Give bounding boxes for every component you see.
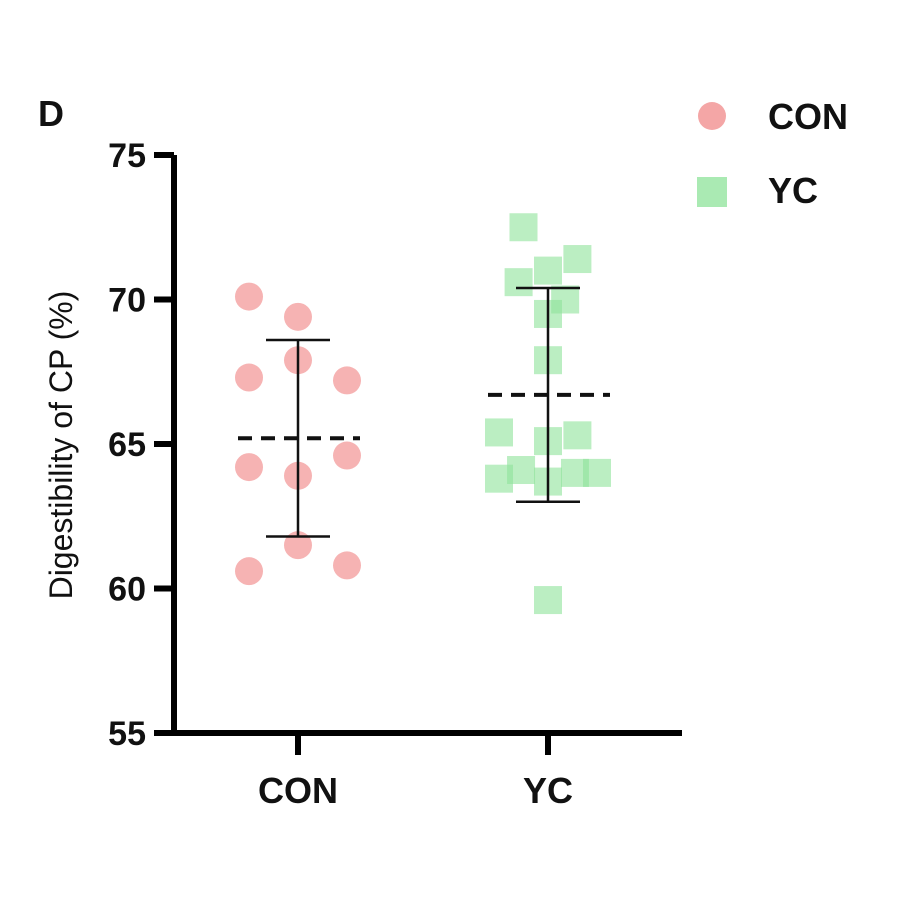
data-point: [534, 586, 562, 615]
data-point: [333, 441, 361, 470]
y-tick-label: 65: [108, 426, 146, 464]
data-point: [509, 213, 538, 242]
data-point: [333, 551, 361, 580]
y-axis-ticks: 55 60 65 70 75: [108, 137, 174, 753]
data-point: [534, 256, 562, 285]
y-axis-title: Digestibility of CP (%): [43, 291, 79, 600]
legend-label-con: CON: [768, 96, 848, 137]
y-tick-label: 55: [108, 715, 146, 753]
data-point: [563, 421, 592, 450]
x-axis-ticks: CON YC: [258, 733, 573, 811]
series-con: [235, 282, 361, 586]
data-point: [235, 282, 263, 311]
panel-label: D: [38, 93, 64, 134]
data-point: [284, 531, 312, 560]
data-point: [235, 363, 263, 392]
series-yc: [485, 213, 611, 615]
data-point: [485, 464, 513, 493]
data-marks: [235, 213, 611, 615]
data-point: [333, 366, 361, 395]
data-point: [563, 245, 592, 274]
data-point: [504, 268, 533, 297]
data-point: [583, 458, 611, 487]
data-point: [235, 453, 263, 482]
x-tick-label-yc: YC: [523, 770, 573, 811]
legend: CON YC: [697, 96, 848, 211]
x-tick-label-con: CON: [258, 770, 338, 811]
legend-marker-yc: [697, 177, 727, 207]
legend-marker-con: [698, 102, 726, 130]
y-tick-label: 60: [108, 571, 146, 609]
data-point: [235, 557, 263, 586]
data-point: [284, 302, 312, 331]
y-tick-label: 70: [108, 282, 146, 320]
data-point: [485, 418, 513, 447]
y-tick-label: 75: [108, 137, 146, 175]
legend-label-yc: YC: [768, 170, 818, 211]
